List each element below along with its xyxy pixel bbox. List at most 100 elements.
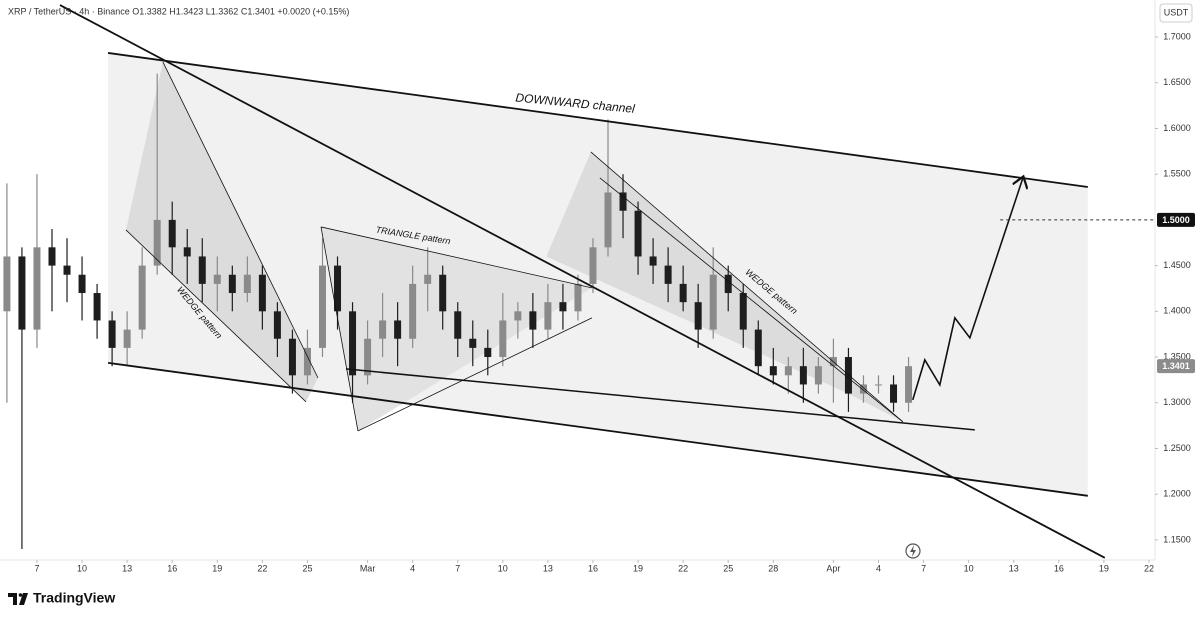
y-tick-label: 1.5500 [1163,169,1191,179]
x-tick-label: 19 [1099,563,1109,573]
x-tick-label: 7 [34,563,39,573]
trendline [320,226,593,289]
candle-body [93,293,101,321]
y-tick-label: 1.6000 [1163,123,1191,133]
x-tick-label: 19 [633,563,643,573]
x-tick-label: 25 [302,563,312,573]
trendline [59,4,1106,559]
x-tick-label: 16 [1054,563,1064,573]
currency: USDT [1164,7,1189,17]
price-label-box [1157,212,1195,227]
candle-body [168,219,176,248]
candle-body [198,256,206,284]
x-tick-label: 19 [212,563,222,573]
candle-body [349,311,357,376]
candle-body [739,293,747,330]
y-tick-label: 1.4000 [1163,306,1191,316]
y-tick-label: 1.3500 [1163,351,1191,361]
y-tick-label: 1.3000 [1163,397,1191,407]
candle-body [108,320,116,348]
candle-body [183,247,191,257]
candle-body [634,210,642,257]
chart-header: XRP / TetherUS · 4h · Binance O1.3382 H1… [8,6,349,16]
x-tick-label: 13 [1009,563,1019,573]
y-tick-label: 1.2000 [1163,489,1191,499]
candle-body [529,311,537,330]
y-tick-label: 1.4500 [1163,260,1191,270]
candle-body [48,247,56,266]
x-tick-label: 10 [77,563,87,573]
candle-body [679,283,687,303]
price-label: 1.3401 [1162,361,1190,371]
candle-body [694,302,702,330]
candle-body [589,247,597,284]
candle-body [754,329,762,367]
x-tick-label: Apr [826,563,840,573]
candle-body [213,274,221,284]
x-tick-label: 16 [588,563,598,573]
candle-body [890,384,898,403]
price-label-box [1157,359,1195,374]
candle-body [905,366,913,403]
candle-body [303,347,311,376]
candle-body [364,338,372,376]
x-tick-label: 22 [1144,563,1154,573]
trendline [107,52,1088,188]
candle-body [874,384,882,386]
candle-body [484,347,492,358]
trendline [357,317,593,432]
x-tick-label: 22 [257,563,267,573]
candle-body [78,274,86,294]
candle-body [544,302,552,330]
candle-body [604,192,612,248]
trendline [345,368,975,431]
y-tick-label: 1.1500 [1163,534,1191,544]
x-tick-label: 25 [723,563,733,573]
trendline [162,61,319,379]
y-tick-label: 1.7000 [1163,31,1191,41]
candle-body [439,274,447,312]
candle-body [424,274,432,284]
price-label: 1.5000 [1162,215,1190,225]
candle-body [574,283,582,312]
x-tick-label: 22 [678,563,688,573]
y-tick-label: 1.6500 [1163,77,1191,87]
x-tick-label: 10 [498,563,508,573]
candle-body [709,274,717,330]
brand: TradingView [33,590,115,606]
candle-body [18,256,26,330]
candle-body [153,219,161,266]
candle-body [814,366,822,385]
candle-body [394,320,402,339]
candle-body [784,366,792,376]
candle-body [619,192,627,211]
candle-body [469,338,477,348]
candle-body [499,320,507,358]
currency-box[interactable] [1159,3,1193,23]
x-tick-label: 28 [768,563,778,573]
projection-arrow [911,178,1023,401]
candle-body [859,384,867,394]
candle-body [379,320,387,339]
candle-body [258,274,266,312]
candle-body [799,366,807,385]
trendline [125,229,307,403]
candle-body [769,366,777,376]
replay-icon[interactable] [905,543,921,559]
candle-body [514,311,522,321]
candle-body [288,338,296,376]
candle-body [649,256,657,266]
candle-body [724,274,732,294]
trendline [590,151,904,423]
x-tick-label: 13 [543,563,553,573]
candle-body [33,247,41,330]
trendline [320,226,359,431]
candle-body [123,329,131,348]
candle-body [228,274,236,294]
candle-body [273,311,281,339]
candle-body [318,265,326,348]
x-tick-label: 4 [410,563,415,573]
x-tick-label: 13 [122,563,132,573]
